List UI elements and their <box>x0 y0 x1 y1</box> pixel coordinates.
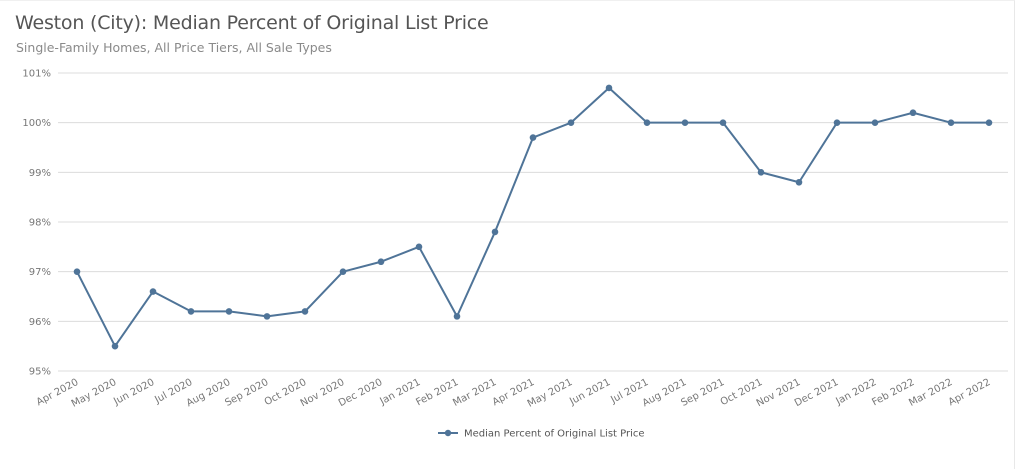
x-tick-label: Apr 2022 <box>947 377 993 408</box>
data-point[interactable] <box>567 119 575 126</box>
data-point[interactable] <box>947 119 955 126</box>
x-tick-label: Sep 2020 <box>223 377 270 409</box>
data-point[interactable] <box>605 84 613 92</box>
y-tick-label: 99% <box>29 168 51 179</box>
data-point[interactable] <box>909 109 917 117</box>
data-point[interactable] <box>339 268 347 275</box>
series-line <box>76 86 989 348</box>
data-point[interactable] <box>795 178 803 186</box>
data-point[interactable] <box>833 119 841 126</box>
y-axis-labels: 95% 96% 97% 98% 99% 100% 101% <box>22 69 51 378</box>
y-tick-label: 96% <box>29 317 51 328</box>
x-tick-label: Sep 2021 <box>679 377 726 409</box>
data-point[interactable] <box>453 313 461 320</box>
x-tick-label: Jun 2020 <box>111 377 156 408</box>
y-tick-label: 98% <box>29 218 51 229</box>
x-tick-label: Dec 2020 <box>337 377 385 409</box>
data-point[interactable] <box>301 308 309 315</box>
data-point[interactable] <box>719 119 727 126</box>
data-point[interactable] <box>377 258 385 266</box>
data-point[interactable] <box>225 308 233 315</box>
data-point[interactable] <box>681 119 689 126</box>
gridlines <box>58 72 1008 372</box>
y-tick-label: 100% <box>22 118 51 129</box>
x-tick-label: Mar 2022 <box>907 377 954 409</box>
data-point[interactable] <box>111 342 119 350</box>
x-tick-label: Mar 2021 <box>451 377 498 409</box>
y-tick-label: 97% <box>29 267 51 278</box>
chart-subtitle: Single-Family Homes, All Price Tiers, Al… <box>16 40 332 55</box>
data-point[interactable] <box>491 228 499 236</box>
y-tick-label: 101% <box>22 69 51 80</box>
data-series[interactable] <box>73 84 993 350</box>
data-point[interactable] <box>149 288 157 295</box>
data-point[interactable] <box>73 268 81 275</box>
data-point[interactable] <box>187 308 195 315</box>
x-tick-label: Dec 2021 <box>793 377 841 409</box>
chart-title: Weston (City): Median Percent of Origina… <box>15 12 489 34</box>
legend[interactable]: Median Percent of Original List Price <box>438 429 645 440</box>
data-point[interactable] <box>415 243 423 251</box>
y-tick-label: 95% <box>29 367 51 378</box>
data-point[interactable] <box>263 313 271 320</box>
data-point[interactable] <box>985 119 993 126</box>
data-point[interactable] <box>643 119 651 126</box>
x-tick-label: Jun 2021 <box>567 377 612 408</box>
data-point[interactable] <box>757 169 765 176</box>
legend-marker-icon <box>444 429 452 437</box>
legend-label: Median Percent of Original List Price <box>464 429 645 440</box>
data-point[interactable] <box>529 134 537 141</box>
data-point[interactable] <box>871 119 879 126</box>
